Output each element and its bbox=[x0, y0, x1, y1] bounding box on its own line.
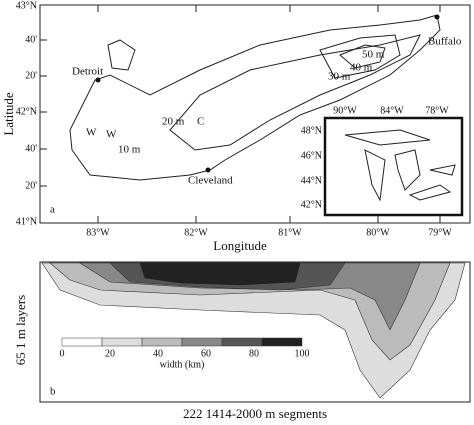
city-dot bbox=[95, 77, 101, 83]
x-tick-label: 81°W bbox=[278, 227, 302, 238]
city-dot bbox=[434, 14, 440, 20]
y-tick-label: 40' bbox=[25, 143, 37, 154]
place-label: Buffalo bbox=[428, 36, 462, 48]
x-tick-label: 82°W bbox=[184, 227, 208, 238]
x-axis-label: 222 1414-2000 m segments bbox=[183, 406, 327, 421]
inset-x-tick: 78°W bbox=[425, 105, 449, 116]
colorbar-label: width (km) bbox=[160, 359, 205, 370]
contour bbox=[169, 34, 421, 151]
x-tick-label: 79°W bbox=[428, 227, 452, 238]
x-tick-label: 80°W bbox=[366, 227, 390, 238]
depth-label: 40 m bbox=[350, 62, 373, 74]
depth-label: 20 m bbox=[162, 116, 185, 128]
colorbar-tick: 80 bbox=[249, 348, 259, 359]
depth-label: 10 m bbox=[118, 144, 141, 156]
y-tick-label: 40' bbox=[25, 34, 37, 45]
contour bbox=[339, 44, 386, 69]
colorbar-tick: 60 bbox=[201, 348, 211, 359]
depth-label: 30 m bbox=[328, 71, 351, 83]
station-label: W bbox=[86, 127, 97, 139]
y-tick-label: 41°N bbox=[16, 216, 37, 227]
contour bbox=[319, 34, 401, 79]
city-dot bbox=[205, 167, 211, 173]
inset-y-tick: 42°N bbox=[301, 199, 322, 210]
y-tick-label: 42°N bbox=[16, 106, 37, 117]
colorbar-swatch bbox=[61, 337, 103, 347]
shoreline bbox=[69, 14, 441, 181]
station-label: C bbox=[197, 116, 204, 128]
station-label: W bbox=[106, 129, 117, 141]
colorbar-swatch bbox=[101, 337, 143, 347]
place-label: Detroit bbox=[72, 66, 103, 78]
panel-label: b bbox=[50, 386, 56, 398]
x-tick-label: 83°W bbox=[86, 227, 110, 238]
place-label: Cleveland bbox=[188, 175, 233, 187]
land bbox=[107, 39, 136, 71]
colorbar-tick: 0 bbox=[60, 348, 65, 359]
colorbar-swatch bbox=[141, 337, 183, 347]
tick-marks bbox=[40, 5, 441, 223]
inset-frame bbox=[323, 116, 464, 217]
colorbar-swatch bbox=[181, 337, 223, 347]
y-tick-label: 20' bbox=[25, 180, 37, 191]
y-tick-label: 20' bbox=[25, 70, 37, 81]
y-tick-label: 43°N bbox=[16, 0, 37, 11]
map-frame bbox=[39, 4, 471, 224]
inset-y-tick: 48°N bbox=[301, 125, 322, 136]
y-axis-label: Latitude bbox=[1, 92, 16, 136]
panel-label: a bbox=[50, 204, 55, 216]
colorbar-tick: 20 bbox=[105, 348, 115, 359]
inset-tick-labels: 90°W 84°W 78°W 48°N 46°N 44°N 42°N bbox=[301, 105, 450, 210]
y-axis-label: 65 1 m layers bbox=[13, 295, 28, 365]
inset-x-tick: 90°W bbox=[333, 105, 357, 116]
colorbar-swatch bbox=[261, 337, 303, 347]
inset-x-tick: 84°W bbox=[380, 105, 404, 116]
inset-y-tick: 46°N bbox=[301, 150, 322, 161]
inset-y-tick: 44°N bbox=[301, 175, 322, 186]
section-band bbox=[139, 262, 301, 286]
colorbar-tick: 100 bbox=[295, 348, 310, 359]
x-axis-label: Longitude bbox=[213, 238, 267, 253]
colorbar-tick: 40 bbox=[153, 348, 163, 359]
inset-lakes bbox=[344, 129, 456, 202]
depth-label: 50 m bbox=[362, 49, 385, 61]
colorbar-swatch bbox=[221, 337, 263, 347]
